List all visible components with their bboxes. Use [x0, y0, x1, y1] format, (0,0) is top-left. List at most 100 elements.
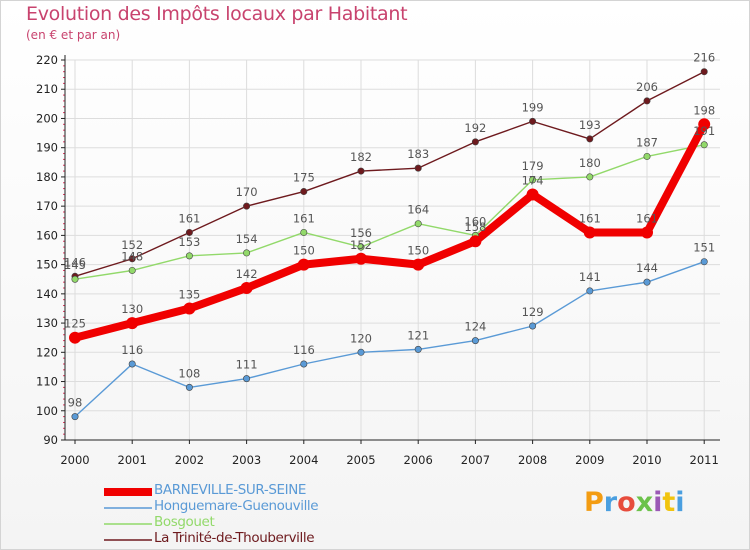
- data-label-bosgouet-2010: 187: [636, 135, 658, 149]
- data-label-honguemare-guenouville-2000: 98: [68, 396, 83, 410]
- data-point-honguemare-guenouville-2010: [643, 278, 651, 286]
- data-point-barneville-sur-seine-2006: [412, 258, 425, 271]
- data-point-bosgouet-2008: [529, 176, 537, 184]
- data-labels: 146 152 161 170 175 182 183 192 199 193 206 216 145 1…: [64, 51, 715, 410]
- legend-item-honguemare-guenouville: Honguemare-Guenouville: [154, 498, 319, 514]
- data-label-barneville-sur-seine-2001: 130: [121, 302, 143, 316]
- data-label-la-trinit-de-thouberville-2010: 206: [636, 80, 658, 94]
- logo-letter: o: [617, 487, 636, 518]
- data-point-la-trinit-de-thouberville-2011: [700, 68, 708, 76]
- data-label-la-trinit-de-thouberville-2011: 216: [693, 51, 715, 65]
- y-tick-label-170: 170: [36, 199, 58, 213]
- data-label-barneville-sur-seine-2007: 158: [464, 220, 486, 234]
- data-point-la-trinit-de-thouberville-2002: [185, 228, 193, 236]
- data-point-honguemare-guenouville-2006: [414, 345, 422, 353]
- logo-letter: t: [662, 487, 676, 518]
- y-tick-label-180: 180: [36, 170, 58, 184]
- y-tick-label-140: 140: [36, 287, 58, 301]
- x-tick-label-2004: 2004: [289, 453, 318, 467]
- data-point-barneville-sur-seine-2010: [641, 226, 653, 239]
- data-label-honguemare-guenouville-2004: 116: [293, 343, 315, 357]
- legend-item-barneville-sur-seine: BARNEVILLE-SUR-SEINE: [154, 482, 307, 498]
- data-label-bosgouet-2004: 161: [293, 211, 315, 225]
- data-label-barneville-sur-seine-2006: 150: [407, 244, 429, 258]
- x-tick-label-2007: 2007: [461, 453, 490, 467]
- x-tick-label-2009: 2009: [575, 453, 604, 467]
- data-label-la-trinit-de-thouberville-2008: 199: [522, 100, 544, 114]
- data-label-bosgouet-2002: 153: [178, 235, 200, 249]
- data-point-bosgouet-2000: [71, 275, 79, 283]
- data-point-la-trinit-de-thouberville-2003: [243, 202, 251, 210]
- data-point-la-trinit-de-thouberville-2008: [529, 117, 537, 125]
- data-label-la-trinit-de-thouberville-2000: 146: [64, 255, 86, 269]
- data-point-bosgouet-2003: [243, 249, 251, 257]
- data-label-barneville-sur-seine-2005: 152: [350, 238, 372, 252]
- series-line-honguemare-guenouville: [74, 260, 705, 418]
- data-point-barneville-sur-seine-2004: [297, 258, 310, 271]
- data-label-bosgouet-2003: 154: [236, 232, 258, 246]
- data-point-honguemare-guenouville-2004: [300, 360, 308, 368]
- y-tick-label-210: 210: [36, 82, 58, 96]
- data-point-honguemare-guenouville-2001: [128, 360, 136, 368]
- data-point-honguemare-guenouville-2003: [243, 375, 251, 383]
- data-point-bosgouet-2006: [414, 220, 422, 228]
- data-label-la-trinit-de-thouberville-2009: 193: [579, 118, 601, 132]
- data-point-bosgouet-2009: [586, 173, 594, 181]
- data-point-la-trinit-de-thouberville-2009: [586, 135, 594, 143]
- data-point-honguemare-guenouville-2011: [700, 258, 708, 266]
- data-point-barneville-sur-seine-2009: [583, 226, 596, 239]
- y-tick-label-190: 190: [36, 141, 58, 155]
- data-label-bosgouet-2006: 164: [407, 203, 429, 217]
- logo-letter: i: [675, 487, 685, 518]
- data-label-barneville-sur-seine-2010: 161: [636, 211, 658, 225]
- logo-letter: x: [635, 487, 654, 518]
- y-tick-label-160: 160: [36, 228, 58, 242]
- data-label-barneville-sur-seine-2004: 150: [293, 244, 315, 258]
- series-line-bosgouet: [74, 144, 705, 280]
- data-point-la-trinit-de-thouberville-2001: [128, 255, 136, 263]
- x-tick-label-2003: 2003: [232, 453, 261, 467]
- data-label-la-trinit-de-thouberville-2002: 161: [178, 211, 200, 225]
- axes: 90 100 110 120 130 140 150 160 170 180 190 200 210 22…: [36, 53, 720, 467]
- data-label-bosgouet-2011: 191: [693, 124, 715, 138]
- chart-title: Evolution des Impôts locaux par Habitant: [26, 3, 408, 25]
- data-label-la-trinit-de-thouberville-2006: 183: [407, 147, 429, 161]
- data-point-la-trinit-de-thouberville-2007: [471, 138, 479, 146]
- data-point-barneville-sur-seine-2001: [126, 317, 139, 330]
- data-point-bosgouet-2010: [643, 152, 651, 160]
- data-point-la-trinit-de-thouberville-2010: [643, 97, 651, 105]
- data-label-honguemare-guenouville-2005: 120: [350, 331, 372, 345]
- logo-letter: P: [584, 487, 604, 518]
- data-label-la-trinit-de-thouberville-2003: 170: [236, 185, 258, 199]
- x-tick-label-2011: 2011: [690, 453, 719, 467]
- data-point-barneville-sur-seine-2002: [183, 302, 196, 315]
- data-label-honguemare-guenouville-2003: 111: [236, 358, 258, 372]
- data-point-honguemare-guenouville-2008: [529, 322, 537, 330]
- data-label-bosgouet-2008: 179: [522, 159, 544, 173]
- data-label-bosgouet-2007: 160: [464, 214, 486, 228]
- y-tick-label-130: 130: [36, 316, 58, 330]
- grid-lines: [65, 59, 720, 441]
- y-tick-label-120: 120: [36, 345, 58, 359]
- legend-item-bosgouet: Bosgouet: [154, 514, 215, 530]
- data-label-la-trinit-de-thouberville-2005: 182: [350, 150, 372, 164]
- data-point-la-trinit-de-thouberville-2005: [357, 167, 365, 175]
- data-label-barneville-sur-seine-2011: 198: [693, 103, 715, 117]
- data-label-honguemare-guenouville-2008: 129: [522, 305, 544, 319]
- data-point-honguemare-guenouville-2009: [586, 287, 594, 295]
- data-point-barneville-sur-seine-2005: [355, 252, 367, 265]
- data-point-honguemare-guenouville-2000: [71, 413, 79, 421]
- data-point-la-trinit-de-thouberville-2004: [300, 188, 308, 196]
- data-point-barneville-sur-seine-2000: [69, 331, 81, 344]
- data-label-barneville-sur-seine-2009: 161: [579, 211, 601, 225]
- data-point-bosgouet-2011: [700, 141, 708, 149]
- data-point-bosgouet-2005: [357, 243, 365, 251]
- x-tick-label-2005: 2005: [346, 453, 375, 467]
- data-label-la-trinit-de-thouberville-2007: 192: [464, 121, 486, 135]
- data-label-honguemare-guenouville-2001: 116: [121, 343, 143, 357]
- logo-letter: r: [603, 487, 618, 518]
- y-tick-label-200: 200: [36, 111, 58, 125]
- x-tick-label-2001: 2001: [118, 453, 147, 467]
- data-label-barneville-sur-seine-2000: 125: [64, 317, 86, 331]
